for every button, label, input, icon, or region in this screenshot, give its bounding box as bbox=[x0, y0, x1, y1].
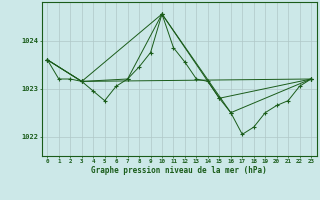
X-axis label: Graphe pression niveau de la mer (hPa): Graphe pression niveau de la mer (hPa) bbox=[91, 166, 267, 175]
